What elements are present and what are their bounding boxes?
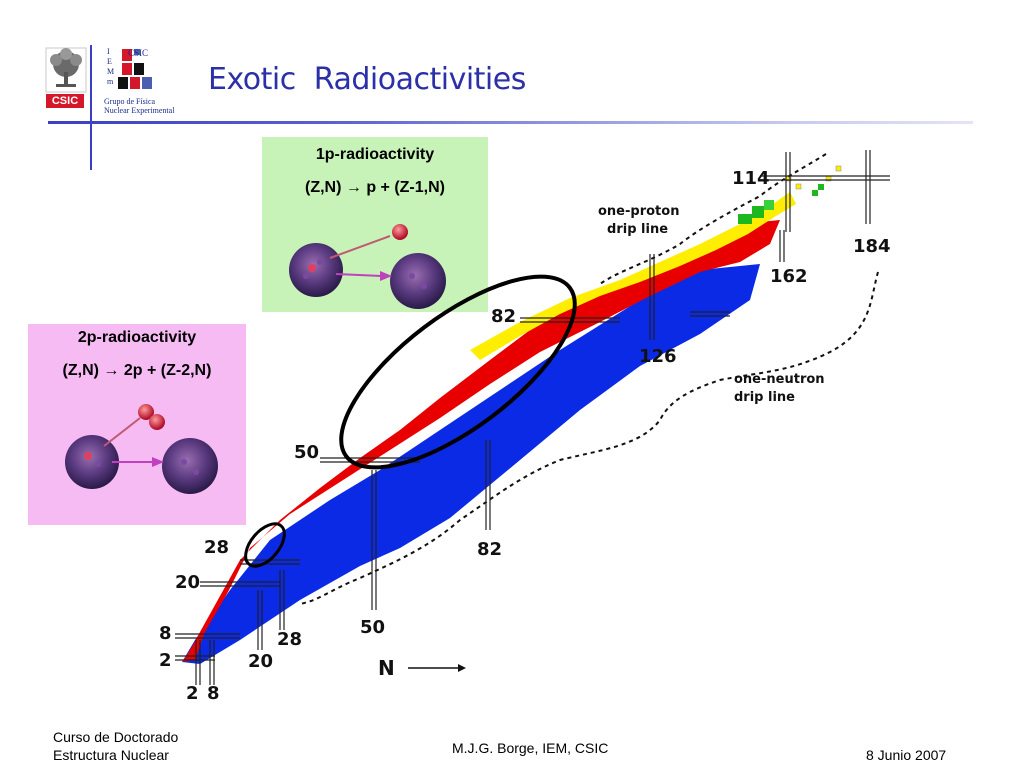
- footer-course-line-1: Curso de Doctorado: [53, 729, 179, 745]
- superheavy-region: [738, 165, 842, 224]
- header-vertical-rule: [90, 45, 92, 170]
- proton-drip-label: one-proton drip line: [598, 204, 680, 237]
- proton-emission-1p-icon: [289, 224, 446, 309]
- magic-n-184: 184: [853, 236, 891, 257]
- magic-z-28: 28: [204, 537, 230, 558]
- magic-z-2: 2: [159, 650, 172, 671]
- iem-letter-m2: m: [107, 77, 114, 86]
- neutron-drip-dashed-line: [299, 271, 879, 605]
- magic-z-20: 20: [175, 572, 201, 593]
- magic-n-2: 2: [186, 683, 199, 704]
- neutron-drip-label: one-neutron drip line: [734, 372, 825, 405]
- group-line-2: Nuclear Experimental: [104, 106, 175, 115]
- magic-n-8: 8: [207, 683, 220, 704]
- iem-logo: I E M m CSIC Grupo de Física Nuclear Exp…: [104, 45, 194, 123]
- iem-letter-e: E: [107, 57, 112, 66]
- magic-z-8: 8: [159, 623, 172, 644]
- footer-author: M.J.G. Borge, IEM, CSIC: [452, 740, 609, 756]
- n-axis-arrow-icon: [408, 664, 466, 672]
- iem-letter-m: M: [107, 67, 115, 76]
- n-axis-label: N: [378, 656, 395, 680]
- magic-grid: [175, 150, 890, 685]
- magic-n-82: 82: [477, 539, 503, 560]
- ellipse-2p-region: [244, 522, 286, 568]
- footer-date: 8 Junio 2007: [866, 747, 947, 763]
- magic-z-82: 82: [491, 306, 517, 327]
- magic-z-114: 114: [732, 168, 770, 189]
- proton-rich-band: [182, 220, 780, 662]
- iem-letter-i: I: [107, 47, 110, 56]
- header-horizontal-rule: [48, 121, 973, 124]
- csic-tree-icon: [45, 47, 87, 93]
- magic-n-162: 162: [770, 266, 808, 287]
- magic-n-126: 126: [639, 346, 677, 367]
- neutron-rich-band: [182, 264, 760, 664]
- proton-emission-2p-icon: [65, 404, 218, 494]
- csic-logo: CSIC: [44, 46, 90, 118]
- csic-label: CSIC: [46, 94, 84, 108]
- magic-n-20: 20: [248, 651, 274, 672]
- magic-n-28: 28: [277, 629, 303, 650]
- iem-csic-label: CSIC: [128, 48, 149, 58]
- group-line-1: Grupo de Física: [104, 97, 156, 106]
- magic-n-50: 50: [360, 617, 386, 638]
- magic-z-50: 50: [294, 442, 320, 463]
- iem-squares-icon: [118, 49, 152, 89]
- slide-title: Exotic Radioactivities: [208, 62, 526, 97]
- ellipse-1p-region: [339, 274, 577, 470]
- footer-course-line-2: Estructura Nuclear: [53, 747, 169, 763]
